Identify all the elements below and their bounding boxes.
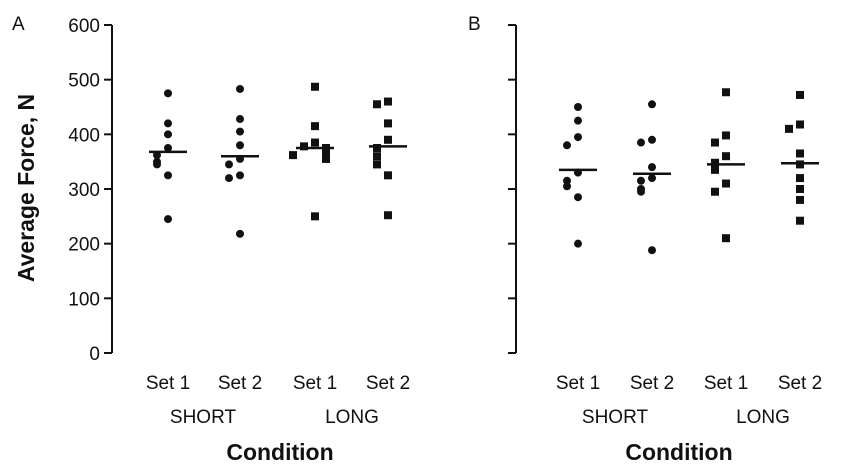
data-point-square bbox=[384, 211, 392, 220]
y-tick-label: 200 bbox=[68, 235, 100, 256]
x-axis-title-a: Condition bbox=[226, 439, 333, 465]
data-point-square bbox=[384, 171, 392, 180]
x-group-label: SHORT bbox=[170, 407, 237, 428]
data-point-square bbox=[796, 120, 804, 129]
x-category-label: Set 1 bbox=[293, 373, 337, 394]
data-point-circle bbox=[164, 215, 172, 224]
y-tick-label: 600 bbox=[68, 16, 100, 37]
data-point-square bbox=[796, 195, 804, 204]
data-point-square bbox=[373, 144, 381, 152]
data-point-square bbox=[384, 119, 392, 128]
data-point-square bbox=[796, 90, 804, 99]
panel-b-label: B bbox=[468, 14, 481, 35]
data-point-square bbox=[711, 138, 719, 147]
y-tick-label: 0 bbox=[89, 344, 100, 365]
data-point-square bbox=[311, 138, 319, 147]
data-point-square bbox=[722, 88, 730, 97]
data-point-circle bbox=[574, 193, 582, 202]
data-point-circle bbox=[236, 141, 244, 150]
data-point-square bbox=[289, 151, 297, 160]
data-point-circle bbox=[574, 116, 582, 125]
data-point-circle bbox=[164, 119, 172, 128]
data-point-square bbox=[796, 149, 804, 158]
data-point-circle bbox=[563, 176, 571, 185]
panel-a: A Average Force, N Condition 0 100 200 300 4… bbox=[12, 14, 410, 465]
data-point-square bbox=[373, 152, 381, 161]
data-point-square bbox=[796, 185, 804, 193]
data-point-circle bbox=[637, 176, 645, 185]
data-point-circle bbox=[164, 89, 172, 98]
y-tick-label: 100 bbox=[68, 289, 100, 310]
data-point-square bbox=[322, 147, 330, 156]
x-category-label: Set 2 bbox=[778, 373, 822, 394]
x-group-label: SHORT bbox=[582, 407, 649, 428]
data-point-square bbox=[796, 174, 804, 183]
data-point-circle bbox=[164, 130, 172, 139]
data-point-square bbox=[722, 234, 730, 243]
data-point-square bbox=[722, 179, 730, 188]
data-point-square bbox=[711, 165, 719, 174]
data-point-circle bbox=[236, 171, 244, 180]
data-point-square bbox=[785, 124, 793, 133]
data-point-circle bbox=[574, 133, 582, 142]
y-axis-title: Average Force, N bbox=[13, 94, 39, 282]
y-tick-label: 400 bbox=[68, 125, 100, 146]
y-tick-label: 300 bbox=[68, 180, 100, 201]
data-point-circle bbox=[164, 171, 172, 180]
data-point-square bbox=[311, 122, 319, 131]
data-point-circle bbox=[236, 127, 244, 136]
data-point-square bbox=[373, 100, 381, 109]
data-point-circle bbox=[574, 239, 582, 248]
data-point-square bbox=[311, 212, 319, 221]
data-point-circle bbox=[648, 135, 656, 144]
x-category-label: Set 1 bbox=[146, 373, 190, 394]
data-point-square bbox=[384, 97, 392, 106]
data-point-circle bbox=[648, 246, 656, 255]
x-category-label: Set 2 bbox=[218, 373, 262, 394]
data-point-circle bbox=[648, 174, 656, 183]
panel-b: B Condition Set 1 Set 2 Set 1 Set 2 SHORT LON… bbox=[468, 14, 822, 465]
x-axis-title-b: Condition bbox=[625, 439, 732, 465]
data-point-square bbox=[711, 187, 719, 196]
data-point-circle bbox=[164, 144, 172, 152]
data-point-circle bbox=[574, 103, 582, 111]
x-category-label: Set 2 bbox=[630, 373, 674, 394]
data-point-circle bbox=[236, 84, 244, 93]
x-group-label: LONG bbox=[325, 407, 379, 428]
y-tick-label: 500 bbox=[68, 71, 100, 92]
data-point-square bbox=[796, 216, 804, 225]
data-point-circle bbox=[153, 160, 161, 169]
data-point-circle bbox=[563, 141, 571, 150]
data-point-square bbox=[373, 160, 381, 169]
data-point-circle bbox=[637, 138, 645, 147]
x-group-label: LONG bbox=[736, 407, 790, 428]
data-point-square bbox=[722, 131, 730, 140]
x-category-label: Set 1 bbox=[556, 373, 600, 394]
data-point-circle bbox=[236, 229, 244, 238]
panel-a-label: A bbox=[12, 14, 25, 35]
data-point-circle bbox=[637, 187, 645, 196]
data-point-square bbox=[300, 142, 308, 151]
data-point-circle bbox=[563, 182, 571, 191]
data-point-circle bbox=[236, 115, 244, 124]
data-point-circle bbox=[648, 100, 656, 109]
data-point-square bbox=[722, 152, 730, 161]
data-point-square bbox=[384, 135, 392, 144]
data-point-square bbox=[311, 82, 319, 91]
data-point-circle bbox=[225, 174, 233, 183]
x-category-label: Set 1 bbox=[704, 373, 748, 394]
data-point-circle bbox=[225, 160, 233, 169]
data-point-square bbox=[322, 154, 330, 163]
data-point-circle bbox=[153, 151, 161, 160]
data-point-square bbox=[711, 158, 719, 167]
data-point-circle bbox=[648, 163, 656, 172]
x-category-label: Set 2 bbox=[366, 373, 410, 394]
